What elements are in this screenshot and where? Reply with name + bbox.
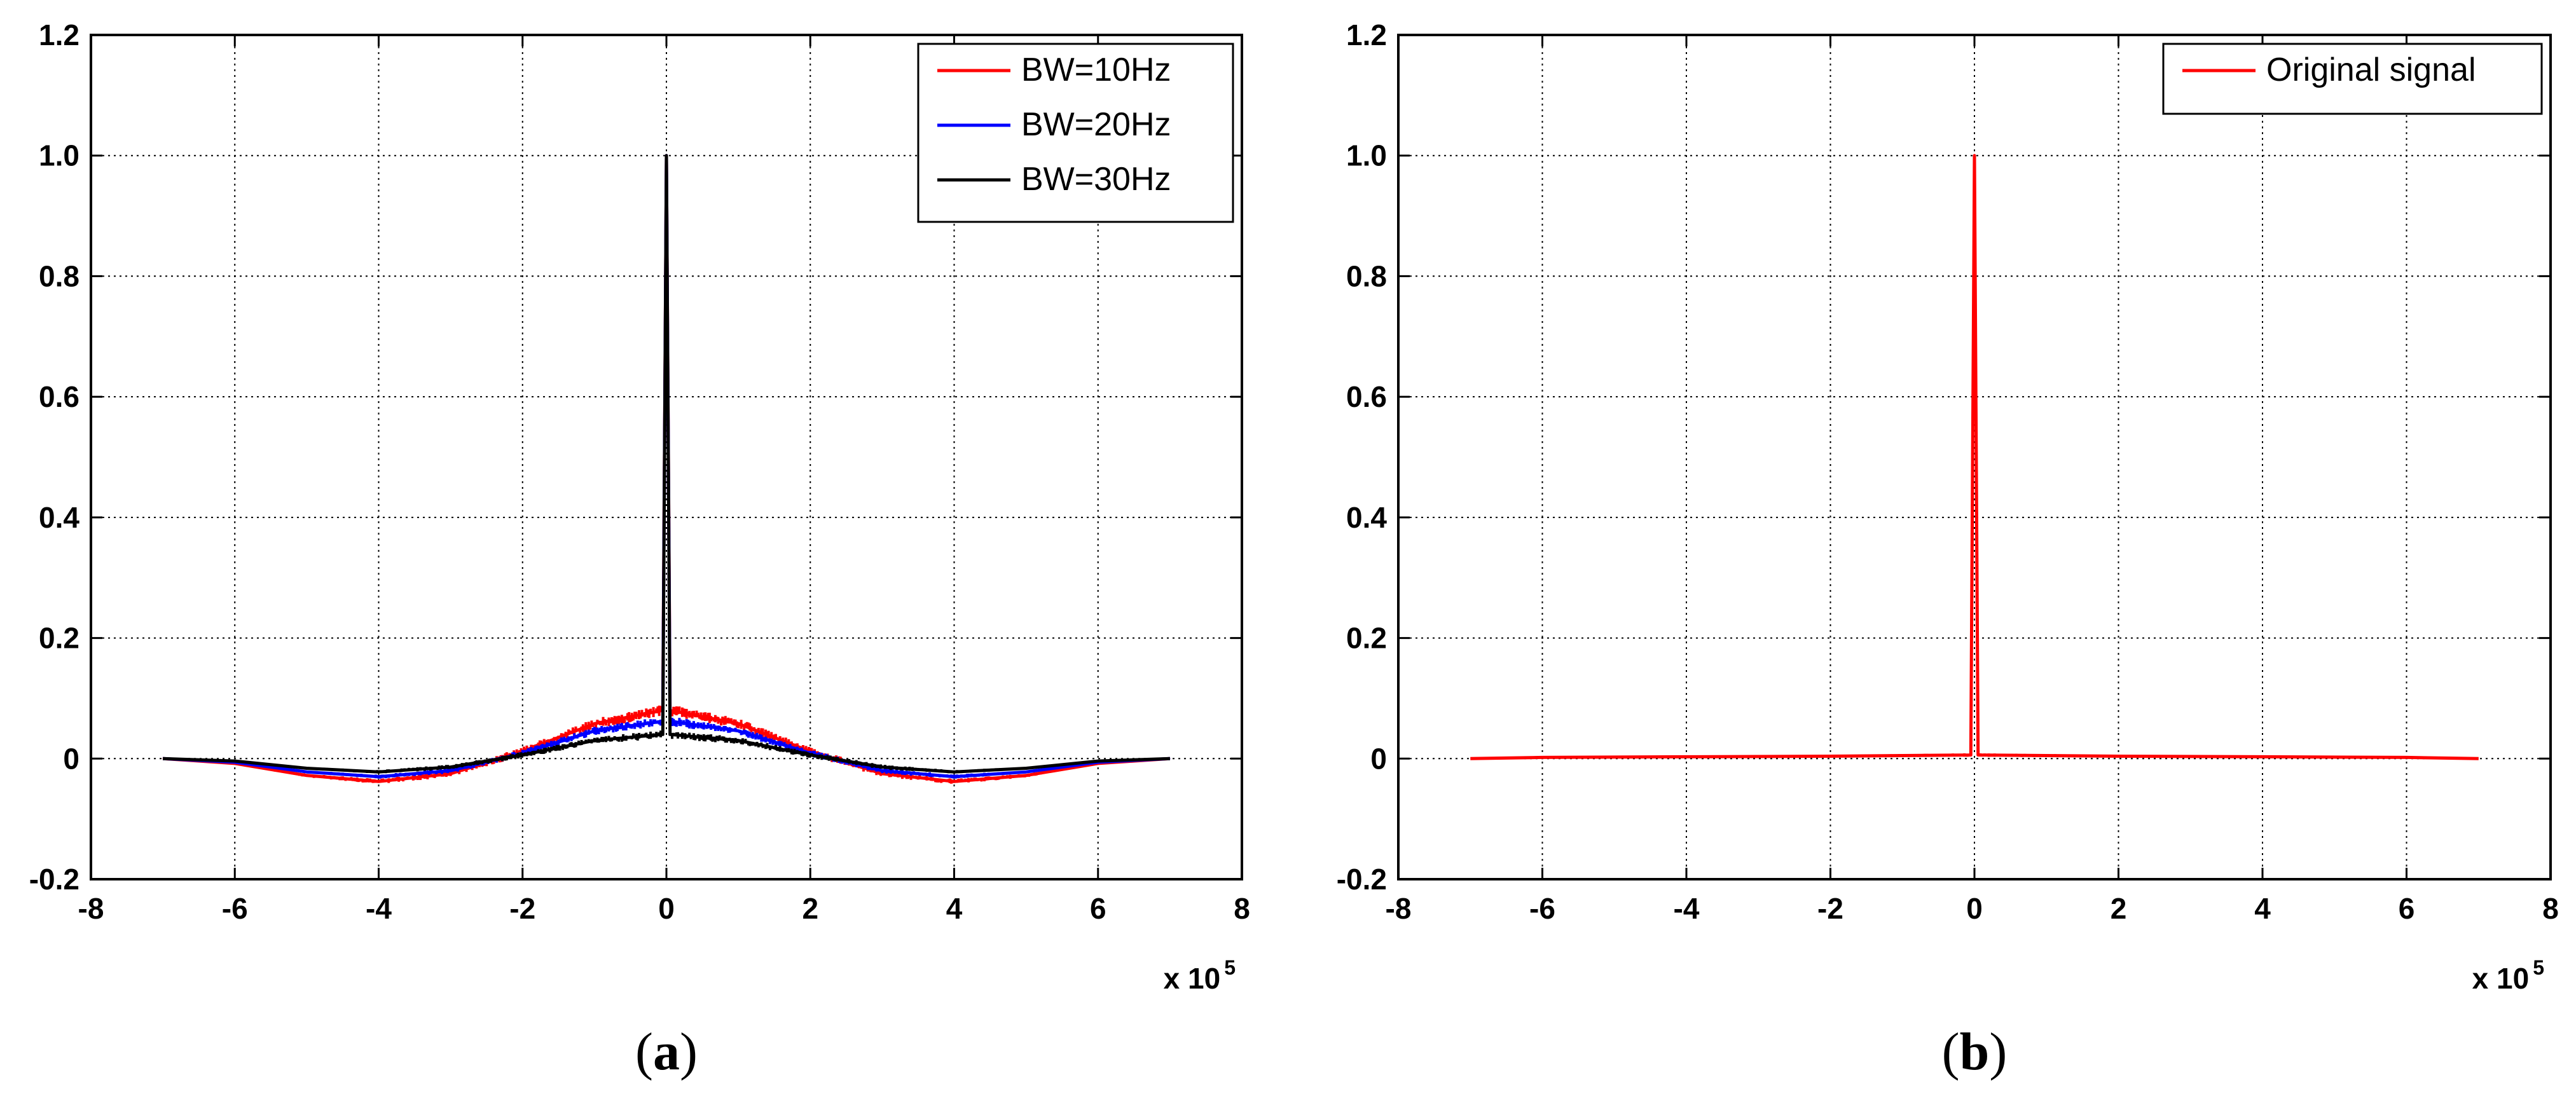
x-tick-label: 2 — [802, 892, 818, 925]
y-tick-label: 0.2 — [39, 622, 79, 655]
y-tick-label: 0.4 — [39, 501, 79, 534]
x-tick-label: 2 — [2111, 892, 2127, 925]
x-axis-multiplier: x 10 5 — [2472, 956, 2544, 995]
panel-label: (a) — [635, 1022, 698, 1081]
x-tick-label: -2 — [1817, 892, 1843, 925]
x-tick-label: -4 — [1674, 892, 1700, 925]
x-tick-label: 0 — [1966, 892, 1983, 925]
x-tick-label: 8 — [2542, 892, 2559, 925]
legend: Original signal — [2162, 43, 2543, 115]
y-tick-label: 1.0 — [1346, 139, 1387, 172]
legend-label: BW=10Hz — [1021, 51, 1171, 88]
x-axis-multiplier: x 10 5 — [1164, 956, 1236, 995]
legend-box — [917, 43, 1234, 223]
y-tick-label: 0 — [63, 742, 79, 775]
y-tick-label: 0.8 — [39, 259, 79, 292]
legend-box — [2162, 43, 2543, 115]
legend-label: Original signal — [2266, 51, 2476, 88]
x-tick-label: -8 — [78, 892, 104, 925]
x-tick-label: 4 — [946, 892, 963, 925]
x-tick-label: 6 — [1090, 892, 1106, 925]
y-tick-label: 1.0 — [39, 139, 79, 172]
series-line-3 — [163, 154, 1170, 774]
x-tick-label: 8 — [1234, 892, 1250, 925]
x-tick-label: -4 — [366, 892, 392, 925]
legend: BW=10Hz BW=20Hz BW=30Hz — [917, 43, 1234, 223]
legend-label: BW=20Hz — [1021, 106, 1171, 143]
panel-label: (b) — [1942, 1022, 2008, 1081]
y-tick-label: 0.6 — [1346, 380, 1387, 413]
x-tick-label: -6 — [222, 892, 248, 925]
chart-panel-b: -8 -6 -4 -2 0 2 4 6 8 -0.2 0 0.2 0.4 0.6 0.8 1.0 1.2 x 10… — [1337, 18, 2559, 1081]
y-tick-label: 0.8 — [1346, 259, 1387, 292]
series-line-1 — [1470, 154, 2479, 760]
x-tick-label: -8 — [1386, 892, 1412, 925]
x-tick-label: 0 — [658, 892, 675, 925]
x-tick-label: 4 — [2254, 892, 2271, 925]
y-tick-label: 1.2 — [39, 18, 79, 51]
legend-label: BW=30Hz — [1021, 161, 1171, 198]
y-tick-label: 0.4 — [1346, 501, 1387, 534]
y-tick-label: 0 — [1370, 742, 1387, 775]
chart-panel-a: -8 -6 -4 -2 0 2 4 6 8 -0.2 0 0.2 0.4 0.6 0.8 1.0 1.2 x 10… — [29, 18, 1250, 1081]
y-tick-label: 1.2 — [1346, 18, 1387, 51]
x-tick-label: -2 — [509, 892, 535, 925]
y-tick-label: -0.2 — [1337, 863, 1387, 896]
y-tick-label: 0.2 — [1346, 622, 1387, 655]
y-tick-label: -0.2 — [29, 863, 79, 896]
y-tick-label: 0.6 — [39, 380, 79, 413]
x-tick-label: 6 — [2399, 892, 2415, 925]
x-tick-label: -6 — [1529, 892, 1555, 925]
